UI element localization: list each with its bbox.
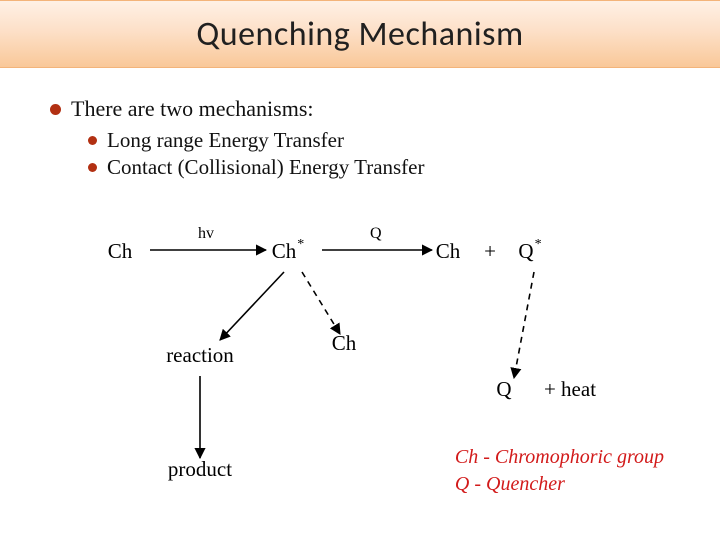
bullet-icon [50,104,61,115]
diagram-edge [514,272,534,378]
list-item-label: There are two mechanisms: [71,96,314,122]
legend-line: Q - Quencher [455,471,664,498]
diagram-edge [220,272,284,340]
diagram-node: Ch [108,239,133,263]
bullet-icon [88,136,97,145]
bullet-list: There are two mechanisms: Long range Ene… [0,68,720,180]
bullet-icon [88,163,97,172]
diagram-node: Ch [436,239,461,263]
diagram-node: Ch [332,331,357,355]
legend-line: Ch - Chromophoric group [455,444,664,471]
diagram-edge-label: hv [198,225,214,242]
list-item-label: Long range Energy Transfer [107,128,344,153]
list-item-top: There are two mechanisms: [50,96,670,122]
title-bar: Quenching Mechanism [0,0,720,68]
list-item-label: Contact (Collisional) Energy Transfer [107,155,425,180]
diagram-node: + [484,239,496,263]
page-title: Quenching Mechanism [196,14,523,55]
sub-list: Long range Energy Transfer Contact (Coll… [50,128,670,180]
diagram-node: Q* [518,237,541,263]
diagram-node: Ch* [272,237,305,263]
diagram-node: product [168,457,232,481]
diagram-edge-label: Q [370,225,382,242]
diagram-node: + heat [544,377,596,401]
list-item: Contact (Collisional) Energy Transfer [88,155,670,180]
diagram-node: reaction [166,343,234,367]
legend: Ch - Chromophoric group Q - Quencher [455,444,664,498]
list-item: Long range Energy Transfer [88,128,670,153]
diagram-node: Q [496,377,511,401]
diagram-edge [302,272,340,334]
